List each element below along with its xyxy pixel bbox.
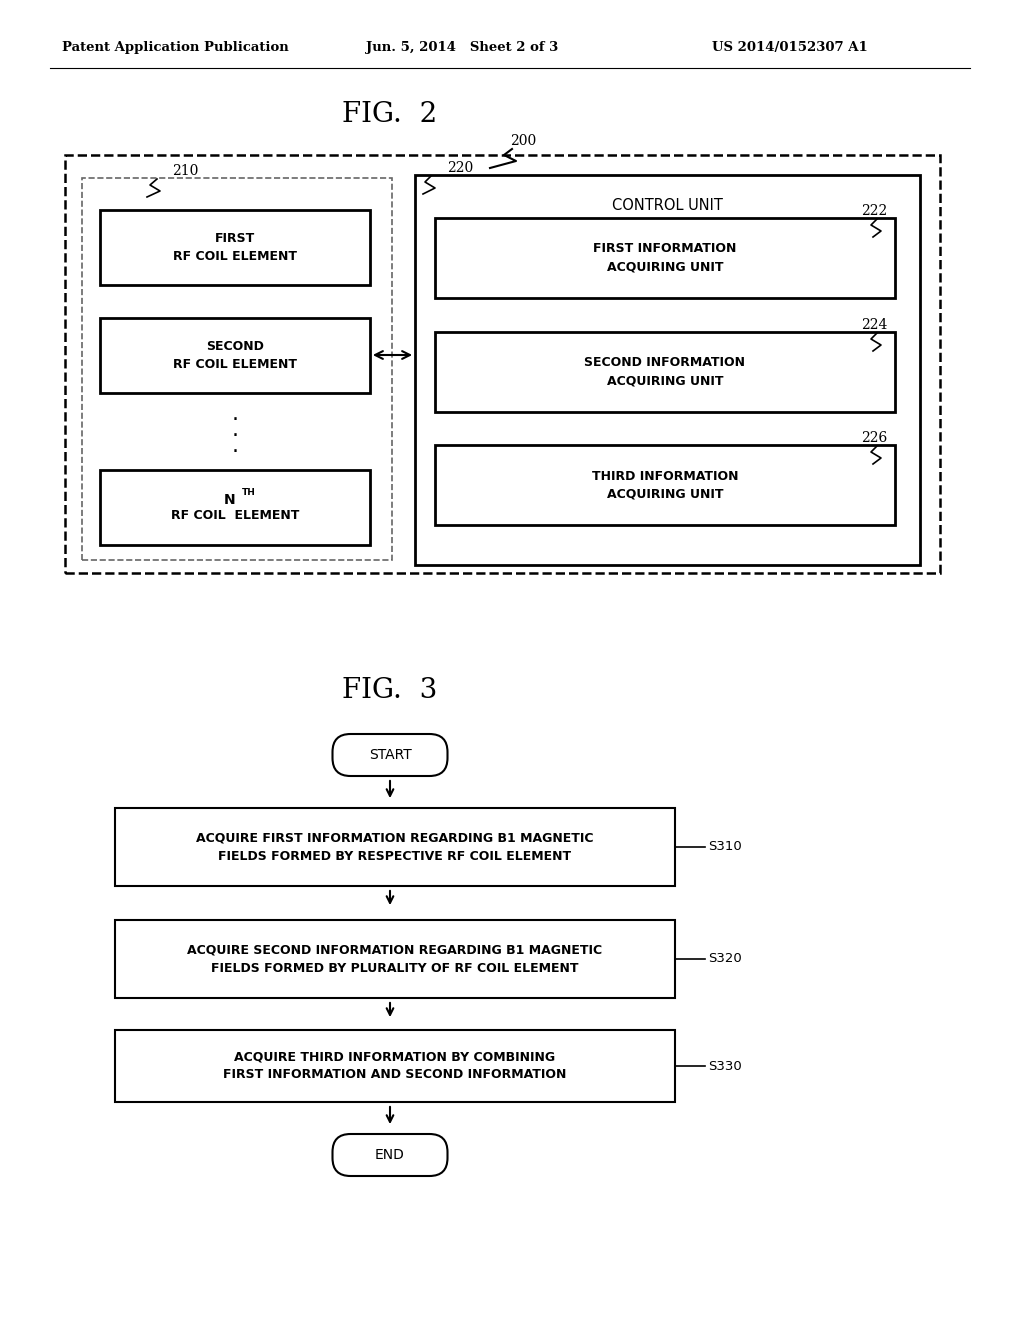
Text: FIRST INFORMATION
ACQUIRING UNIT: FIRST INFORMATION ACQUIRING UNIT	[593, 243, 736, 273]
Text: 210: 210	[172, 164, 199, 178]
Text: TH: TH	[242, 488, 256, 498]
Text: END: END	[375, 1148, 404, 1162]
FancyBboxPatch shape	[100, 470, 370, 545]
Text: 222: 222	[861, 205, 887, 218]
FancyBboxPatch shape	[82, 178, 392, 560]
Text: 224: 224	[860, 318, 887, 333]
FancyBboxPatch shape	[415, 176, 920, 565]
Text: SECOND INFORMATION
ACQUIRING UNIT: SECOND INFORMATION ACQUIRING UNIT	[585, 356, 745, 388]
FancyBboxPatch shape	[333, 734, 447, 776]
FancyBboxPatch shape	[115, 808, 675, 886]
Text: 226: 226	[861, 432, 887, 445]
FancyBboxPatch shape	[435, 445, 895, 525]
Text: N: N	[224, 492, 236, 507]
FancyBboxPatch shape	[115, 1030, 675, 1102]
FancyBboxPatch shape	[435, 333, 895, 412]
Text: START: START	[369, 748, 412, 762]
FancyBboxPatch shape	[100, 318, 370, 393]
FancyBboxPatch shape	[100, 210, 370, 285]
Text: FIG.  3: FIG. 3	[342, 676, 437, 704]
FancyBboxPatch shape	[115, 920, 675, 998]
FancyBboxPatch shape	[65, 154, 940, 573]
Text: RF COIL  ELEMENT: RF COIL ELEMENT	[171, 510, 299, 521]
Text: FIG.  2: FIG. 2	[342, 102, 437, 128]
Text: ACQUIRE SECOND INFORMATION REGARDING B1 MAGNETIC
FIELDS FORMED BY PLURALITY OF R: ACQUIRE SECOND INFORMATION REGARDING B1 …	[187, 944, 602, 974]
Text: US 2014/0152307 A1: US 2014/0152307 A1	[712, 41, 868, 54]
FancyBboxPatch shape	[333, 1134, 447, 1176]
Text: S320: S320	[708, 953, 741, 965]
Text: Patent Application Publication: Patent Application Publication	[61, 41, 289, 54]
FancyBboxPatch shape	[435, 218, 895, 298]
Text: THIRD INFORMATION
ACQUIRING UNIT: THIRD INFORMATION ACQUIRING UNIT	[592, 470, 738, 500]
Text: FIRST
RF COIL ELEMENT: FIRST RF COIL ELEMENT	[173, 232, 297, 263]
Text: 200: 200	[510, 135, 537, 148]
Text: ·: ·	[231, 442, 239, 462]
Text: ·: ·	[231, 426, 239, 446]
Text: 220: 220	[447, 161, 473, 176]
Text: ACQUIRE FIRST INFORMATION REGARDING B1 MAGNETIC
FIELDS FORMED BY RESPECTIVE RF C: ACQUIRE FIRST INFORMATION REGARDING B1 M…	[197, 832, 594, 862]
Text: S310: S310	[708, 841, 741, 854]
Text: CONTROL UNIT: CONTROL UNIT	[612, 198, 723, 213]
Text: ACQUIRE THIRD INFORMATION BY COMBINING
FIRST INFORMATION AND SECOND INFORMATION: ACQUIRE THIRD INFORMATION BY COMBINING F…	[223, 1051, 566, 1081]
Text: Jun. 5, 2014   Sheet 2 of 3: Jun. 5, 2014 Sheet 2 of 3	[366, 41, 558, 54]
Text: SECOND
RF COIL ELEMENT: SECOND RF COIL ELEMENT	[173, 341, 297, 371]
Text: S330: S330	[708, 1060, 741, 1072]
Text: ·: ·	[231, 411, 239, 430]
